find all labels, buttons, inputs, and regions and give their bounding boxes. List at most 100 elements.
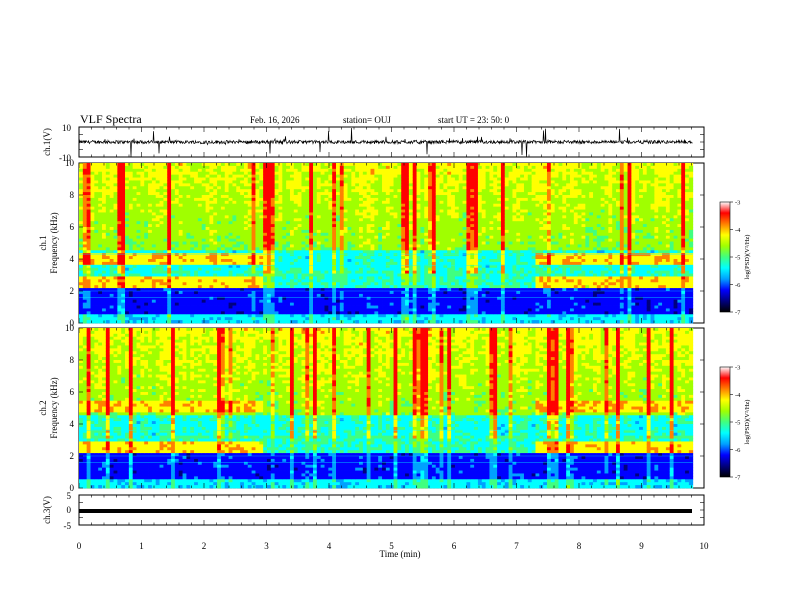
spectrogram-cell <box>82 221 88 225</box>
spectrogram-cell <box>401 183 406 187</box>
spectrogram-cell <box>232 209 237 213</box>
spectrogram-cell <box>94 241 99 245</box>
spectrogram-cell <box>278 168 283 173</box>
spectrogram-cell <box>201 203 206 208</box>
spectrogram-cell <box>220 229 226 234</box>
spectrogram-cell <box>144 221 149 225</box>
spectrogram-cell <box>282 244 287 248</box>
spectrogram-cell <box>98 209 103 213</box>
spectrogram-cell <box>247 291 253 295</box>
spectrogram-cell <box>128 189 134 193</box>
spectrogram-cell <box>397 247 402 251</box>
spectrogram-cell <box>359 259 364 263</box>
spectrogram-cell <box>148 203 153 208</box>
spectrogram-cell <box>343 293 348 298</box>
spectrogram-cell <box>393 273 398 277</box>
spectrogram-cell <box>289 163 295 167</box>
spectrogram-cell <box>259 259 264 263</box>
spectrogram-cell <box>148 212 153 216</box>
spectrogram-cell <box>305 163 310 167</box>
spectrogram-cell <box>121 311 126 315</box>
spectrogram-cell <box>301 247 306 251</box>
spectrogram-cell <box>297 311 302 315</box>
spectrogram-cell <box>401 276 406 280</box>
spectrogram-cell <box>167 232 172 237</box>
spectrogram-cell <box>255 221 260 225</box>
spectrogram-cell <box>289 215 295 219</box>
spectrogram-cell <box>270 253 276 257</box>
spectrogram-cell <box>190 305 195 309</box>
spectrogram-cell <box>182 171 187 176</box>
spectrogram-cell <box>109 267 114 272</box>
spectrogram-cell <box>171 232 176 237</box>
spectrogram-cell <box>316 180 322 184</box>
spectrogram-cell <box>309 244 314 248</box>
spectrogram-cell <box>389 267 394 272</box>
spectrogram-cell <box>393 229 398 234</box>
spectrogram-cell <box>289 250 295 254</box>
spectrogram-cell <box>190 276 195 280</box>
spectrogram-cell <box>205 320 210 324</box>
spectrogram-cell <box>247 192 253 196</box>
spectrogram-cell <box>266 293 272 298</box>
spectrogram-cell <box>79 224 84 228</box>
spectrogram-cell <box>408 296 414 301</box>
spectrogram-cell <box>370 229 375 234</box>
spectrogram-cell <box>174 206 180 210</box>
spectrogram-cell <box>182 279 187 283</box>
spectrogram-cell <box>113 314 118 318</box>
spectrogram-cell <box>109 291 114 295</box>
spectrogram-cell <box>351 177 356 181</box>
spectrogram-cell <box>163 203 168 208</box>
spectrogram-cell <box>305 186 310 190</box>
spectrogram-cell <box>201 250 206 254</box>
spectrogram-cell <box>140 163 145 167</box>
spectrogram-cell <box>255 317 260 321</box>
spectrogram-cell <box>343 305 348 309</box>
spectrogram-cell <box>251 180 256 184</box>
spectrogram-cell <box>82 296 88 301</box>
spectrogram-cell <box>293 203 299 208</box>
spectrogram-cell <box>171 247 176 251</box>
spectrogram-cell <box>339 320 345 324</box>
spectrogram-cell <box>174 215 180 219</box>
spectrogram-cell <box>113 232 118 237</box>
spectrogram-cell <box>339 305 345 309</box>
spectrogram-cell <box>332 293 337 298</box>
spectrogram-cell <box>136 195 141 199</box>
spectrogram-cell <box>182 203 187 208</box>
spectrogram-cell <box>228 291 233 295</box>
spectrogram-cell <box>220 186 226 190</box>
spectrogram-cell <box>82 291 88 295</box>
spectrogram-cell <box>278 282 283 286</box>
spectrogram-cell <box>416 206 421 210</box>
spectrogram-cell <box>213 224 218 228</box>
spectrogram-cell <box>297 273 302 277</box>
spectrogram-cell <box>86 177 91 181</box>
spectrogram-cell <box>79 305 84 309</box>
spectrogram-cell <box>297 171 302 176</box>
spectrogram-cell <box>347 171 352 176</box>
spectrogram-cell <box>79 261 84 266</box>
spectrogram-cell <box>151 282 157 286</box>
spectrogram-cell <box>255 168 260 173</box>
spectrogram-cell <box>270 192 276 196</box>
spectrogram-cell <box>332 311 337 315</box>
spectrogram-cell <box>102 253 107 257</box>
spectrogram-cell <box>232 291 237 295</box>
spectrogram-cell <box>324 253 329 257</box>
spectrogram-cell <box>297 218 302 222</box>
spectrogram-cell <box>186 317 191 321</box>
spectrogram-cell <box>243 197 249 202</box>
spectrogram-cell <box>263 288 268 292</box>
spectrogram-cell <box>293 215 299 219</box>
spectrogram-cell <box>186 311 191 315</box>
spectrogram-cell <box>397 317 402 321</box>
spectrogram-cell <box>278 206 283 210</box>
spectrogram-cell <box>190 314 195 318</box>
spectrogram-cell <box>405 177 410 181</box>
spectrogram-cell <box>132 270 137 274</box>
spectrogram-cell <box>301 317 306 321</box>
spectrogram-cell <box>389 264 394 269</box>
spectrogram-cell <box>263 320 268 324</box>
